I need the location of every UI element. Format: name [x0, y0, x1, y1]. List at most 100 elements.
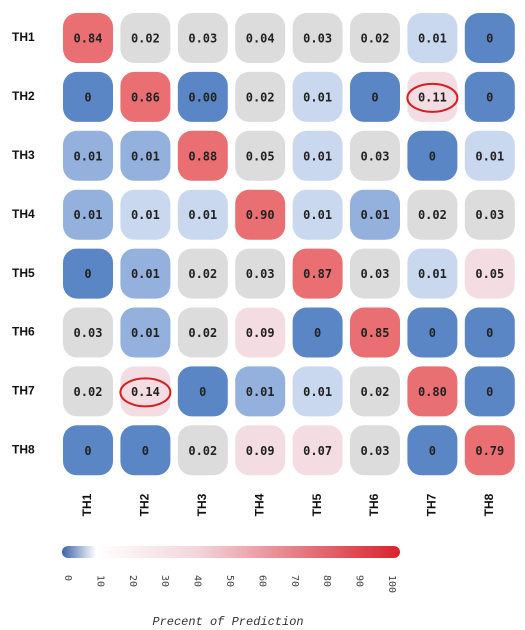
cell-label: 0.01: [131, 149, 160, 163]
cell-label: 0.79: [475, 444, 504, 458]
colorbar-tick-label: 30: [159, 575, 170, 587]
cell-label: 0.01: [303, 385, 332, 399]
cell-label: 0.03: [74, 326, 103, 340]
cell-label: 0.09: [246, 444, 275, 458]
colorbar-tick-label: 0: [62, 575, 73, 581]
cell-label: 0: [84, 267, 91, 281]
cell-label: 0.03: [361, 149, 390, 163]
cell-label: 0.09: [246, 326, 275, 340]
cell: [407, 307, 458, 358]
row-label: TH8: [12, 442, 35, 456]
cell: [63, 189, 113, 240]
cell: [177, 425, 228, 476]
cell-label: 0: [84, 90, 91, 104]
cell-label: 0.11: [418, 90, 447, 104]
cell: [292, 248, 343, 299]
cell-label: 0.03: [361, 267, 390, 281]
cell: [407, 13, 458, 63]
column-label: TH8: [482, 493, 496, 516]
colorbar-tick-label: 80: [321, 575, 332, 587]
cell-label: 0.02: [246, 90, 275, 104]
cell: [407, 189, 458, 240]
cell: [177, 307, 228, 358]
colorbar: [62, 546, 400, 558]
cell-label: 0.05: [246, 149, 275, 163]
cell: [464, 248, 515, 299]
cell: [120, 248, 171, 299]
column-label: TH5: [310, 493, 324, 516]
cell: [235, 13, 286, 63]
cell: [235, 307, 286, 358]
cell-label: 0.80: [418, 385, 447, 399]
cell-label: 0.02: [188, 444, 217, 458]
cell: [292, 189, 343, 240]
colorbar-tick-label: 60: [256, 575, 267, 587]
cell: [292, 13, 343, 63]
cell: [63, 13, 113, 63]
cell-label: 0.05: [475, 267, 504, 281]
cell: [464, 189, 515, 240]
cell-label: 0.03: [475, 208, 504, 222]
cell: [292, 425, 343, 476]
cell-label: 0.01: [475, 149, 504, 163]
cell: [350, 425, 400, 476]
colorbar-tick-label: 90: [354, 575, 365, 587]
cell: [235, 248, 286, 299]
cell-label: 0.01: [303, 149, 332, 163]
cell-label: 0.01: [74, 149, 103, 163]
cell: [235, 71, 286, 122]
cell: [120, 425, 171, 476]
cell: [292, 130, 343, 181]
cell: [177, 366, 228, 417]
cell: [407, 130, 458, 181]
cell: [177, 13, 228, 63]
row-label: TH5: [12, 266, 35, 280]
colorbar-tick-label: 50: [224, 575, 235, 587]
cell-label: 0: [84, 444, 91, 458]
row-label: TH6: [12, 325, 35, 339]
cell-label: 0.01: [303, 208, 332, 222]
cell: [235, 425, 286, 476]
cell: [63, 71, 113, 122]
cell-label: 0: [142, 444, 149, 458]
row-label: TH2: [12, 89, 35, 103]
cell-label: 0.88: [188, 149, 217, 163]
cell-label: 0.02: [361, 32, 390, 46]
highlight-circle: [406, 82, 459, 113]
colorbar-tick-label: 70: [289, 575, 300, 587]
cell-label: 0: [429, 444, 436, 458]
cell: [292, 71, 343, 122]
cell: [350, 71, 400, 122]
cell-label: 0.84: [74, 32, 103, 46]
cell: [120, 71, 171, 122]
column-label: TH1: [80, 493, 94, 516]
cell: [177, 248, 228, 299]
row-label: TH4: [12, 207, 35, 221]
cell-label: 0.85: [361, 326, 390, 340]
cell-label: 0.02: [188, 267, 217, 281]
cell: [63, 248, 113, 299]
cell-label: 0.02: [188, 326, 217, 340]
cell-label: 0: [486, 385, 493, 399]
colorbar-tick-label: 20: [127, 575, 138, 587]
cell: [350, 130, 400, 181]
cell: [120, 130, 171, 181]
cell-label: 0.07: [303, 444, 332, 458]
cell: [177, 130, 228, 181]
cell: [177, 71, 228, 122]
highlight-circle: [119, 377, 172, 408]
colorbar-tick-label: 100: [386, 575, 397, 593]
cell: [350, 366, 400, 417]
cell: [350, 307, 400, 358]
cell-label: 0: [314, 326, 321, 340]
column-label: TH7: [425, 493, 439, 516]
cell: [235, 130, 286, 181]
cell-label: 0.90: [246, 208, 275, 222]
cell-label: 0.86: [131, 90, 160, 104]
colorbar-title: Precent of Prediction: [152, 615, 303, 629]
cell-label: 0.87: [303, 267, 332, 281]
cell-label: 0.02: [131, 32, 160, 46]
cell: [464, 71, 515, 122]
cell-label: 0.02: [74, 385, 103, 399]
cell-label: 0: [429, 326, 436, 340]
